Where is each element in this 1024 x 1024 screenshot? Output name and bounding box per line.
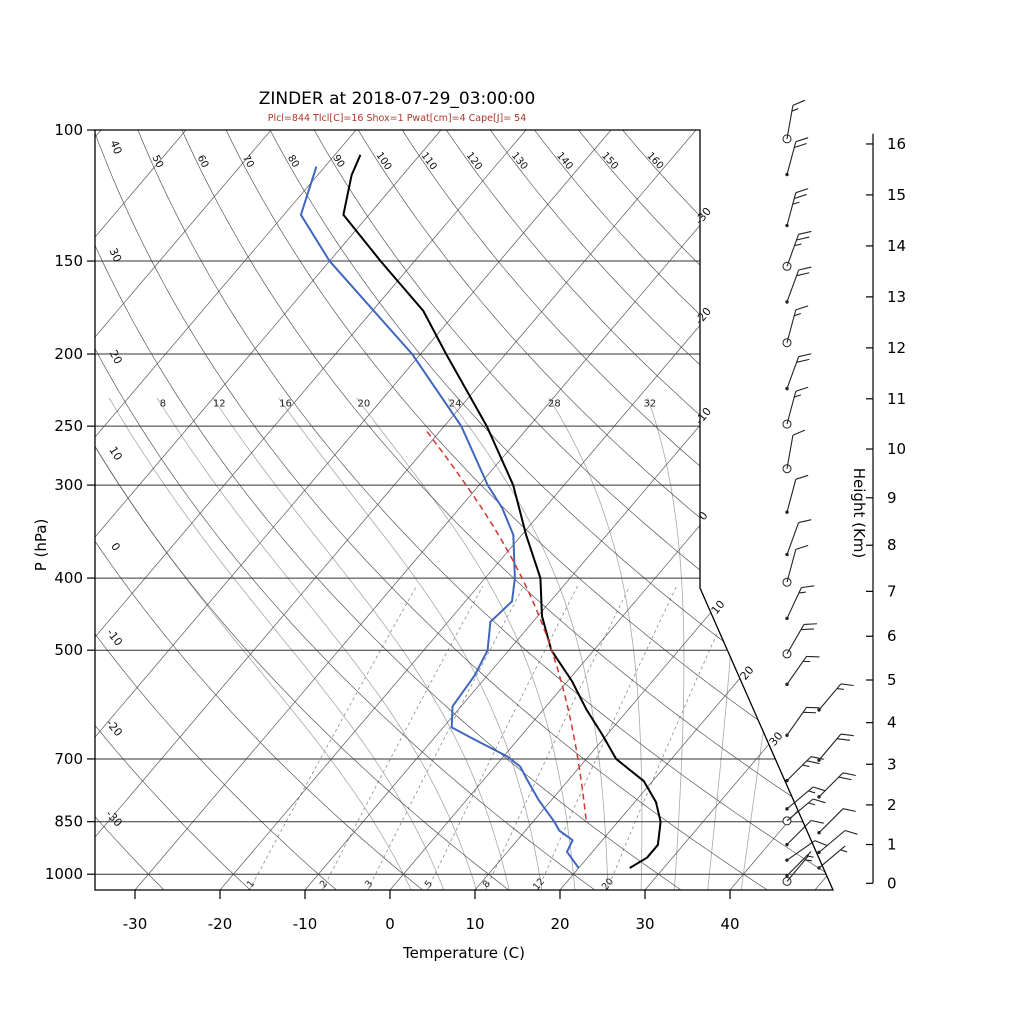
svg-text:20: 20: [358, 398, 371, 409]
svg-text:1: 1: [245, 879, 257, 891]
svg-text:5: 5: [887, 671, 897, 689]
svg-text:140: 140: [554, 150, 575, 172]
svg-text:9: 9: [887, 489, 897, 507]
svg-text:120: 120: [464, 150, 484, 172]
svg-text:1000: 1000: [45, 865, 83, 883]
sounding-traces: [299, 154, 662, 869]
svg-text:70: 70: [240, 153, 256, 169]
svg-text:6: 6: [887, 627, 897, 645]
svg-text:40: 40: [107, 138, 124, 156]
svg-text:-20: -20: [103, 717, 125, 739]
svg-text:20: 20: [550, 915, 569, 933]
svg-text:5: 5: [423, 879, 435, 891]
svg-text:100: 100: [54, 121, 83, 139]
svg-text:2: 2: [318, 879, 330, 891]
svg-text:0: 0: [108, 540, 123, 553]
svg-text:300: 300: [54, 476, 83, 494]
svg-text:12: 12: [213, 398, 226, 409]
svg-text:30: 30: [106, 246, 124, 264]
svg-text:90: 90: [330, 153, 346, 170]
svg-text:-20: -20: [208, 915, 233, 933]
svg-text:10: 10: [887, 440, 906, 458]
svg-text:15: 15: [887, 186, 906, 204]
svg-text:1: 1: [887, 836, 897, 854]
svg-text:150: 150: [54, 252, 83, 270]
svg-text:3: 3: [363, 879, 375, 891]
svg-text:250: 250: [54, 417, 83, 435]
svg-text:-20: -20: [693, 305, 715, 327]
svg-text:-10: -10: [104, 626, 125, 648]
isotherm-grid: [95, 130, 833, 890]
svg-text:700: 700: [54, 750, 83, 768]
svg-text:500: 500: [54, 641, 83, 659]
mixing-ratio-lines: [249, 585, 739, 890]
svg-text:200: 200: [54, 345, 83, 363]
svg-text:13: 13: [887, 288, 906, 306]
chart-title: ZINDER at 2018-07-29_03:00:00: [259, 89, 536, 109]
svg-text:0: 0: [385, 915, 395, 933]
svg-text:850: 850: [54, 813, 83, 831]
svg-text:-10: -10: [693, 405, 715, 427]
svg-text:11: 11: [887, 390, 906, 408]
svg-text:100: 100: [374, 150, 394, 172]
svg-text:-30: -30: [693, 205, 715, 227]
svg-text:60: 60: [195, 153, 211, 169]
svg-text:16: 16: [279, 398, 292, 409]
dry-adiabats: [95, 130, 833, 890]
svg-text:7: 7: [887, 582, 897, 600]
parcel-trace: [425, 429, 587, 820]
svg-text:-30: -30: [123, 915, 148, 933]
svg-text:40: 40: [720, 915, 739, 933]
svg-text:8: 8: [160, 398, 166, 409]
svg-text:4: 4: [887, 714, 897, 732]
svg-text:3: 3: [887, 755, 897, 773]
wind-barbs: [782, 99, 858, 886]
svg-text:28: 28: [548, 398, 561, 409]
moist-adiabats: [95, 397, 804, 890]
isobar-grid: [95, 129, 827, 875]
svg-text:24: 24: [449, 398, 462, 409]
svg-text:160: 160: [644, 150, 665, 171]
svg-text:20: 20: [107, 348, 125, 367]
svg-text:16: 16: [887, 135, 906, 153]
svg-text:10: 10: [465, 915, 484, 933]
temperature-trace: [342, 154, 662, 869]
dewpoint-trace: [299, 166, 580, 869]
svg-text:150: 150: [599, 150, 620, 172]
grid-line-labels: 1 2 3 5 8 12 208 12 16 20 24 28 32-30-20-10010203040…: [103, 138, 786, 892]
svg-text:8: 8: [887, 536, 897, 554]
svg-text:12: 12: [887, 339, 906, 357]
svg-text:2: 2: [887, 796, 897, 814]
svg-text:8: 8: [481, 879, 493, 891]
svg-text:0: 0: [696, 509, 710, 523]
chart-subtitle: Plcl=844 Tlcl[C]=16 Shox=1 Pwat[cm]=4 Ca…: [268, 113, 527, 124]
svg-text:130: 130: [509, 150, 530, 172]
svg-text:30: 30: [635, 915, 654, 933]
temperature-axis-title: Temperature (C): [402, 944, 525, 962]
svg-text:-30: -30: [103, 807, 125, 829]
svg-text:32: 32: [644, 398, 657, 409]
svg-text:-10: -10: [293, 915, 318, 933]
svg-text:110: 110: [419, 150, 439, 172]
svg-text:50: 50: [150, 154, 165, 170]
svg-text:14: 14: [887, 237, 906, 255]
svg-text:400: 400: [54, 569, 83, 587]
pressure-axis-title: P (hPa): [32, 519, 50, 572]
svg-text:0: 0: [887, 874, 897, 892]
height-axis-title: Height (Km): [850, 468, 868, 559]
svg-text:10: 10: [106, 444, 124, 463]
svg-text:80: 80: [285, 153, 301, 170]
